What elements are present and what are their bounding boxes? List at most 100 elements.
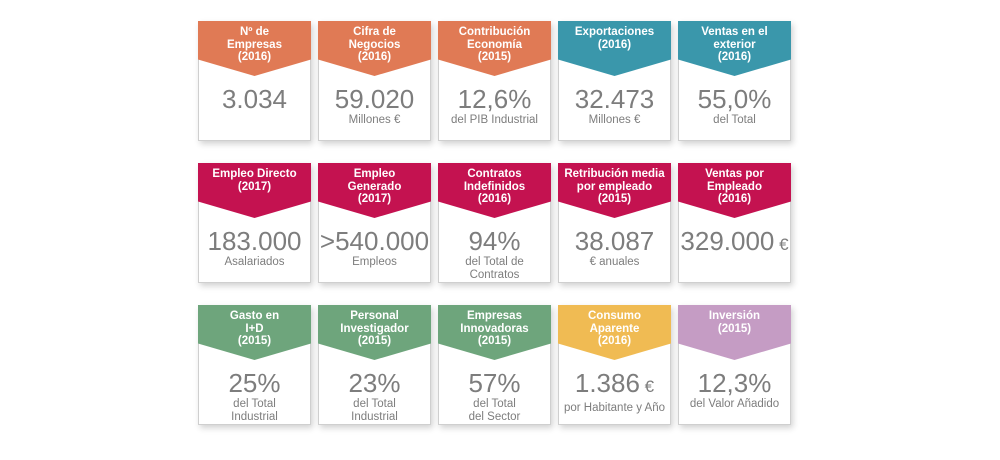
stat-body: 12,6% del PIB Industrial [439,84,550,127]
stat-card: Cifra de Negocios (2016) 59.020 Millones € [318,21,431,141]
stat-value-line: 32.473 [575,84,655,114]
stat-subtitle: Asalariados [224,256,285,268]
stat-card: Gasto en I+D (2015) 25% del Total Industri… [198,305,311,425]
stat-card: Empleo Generado (2017) >540.000 Empleos [318,163,431,283]
stat-value-line: 57% [468,368,520,398]
stat-body: 23% del Total Industrial [319,368,430,424]
stat-subtitle: por Habitante y Año [563,402,665,414]
stat-subtitle: del Total Industrial [351,398,398,423]
stat-value-line: 12,3% [698,368,772,398]
stat-unit: € [774,235,789,254]
stat-value: 1.386 [574,368,640,398]
stat-subtitle: del Valor Añadido [689,398,780,410]
stat-ribbon: Consumo Aparente (2016) [558,305,671,360]
stat-subtitle: del Total de Contratos [465,256,524,281]
stat-title: Empleo Generado (2017) [347,168,402,205]
stat-value-line: 38.087 [575,226,655,256]
stat-value: 3.034 [221,84,288,114]
stat-value-line: 94% [468,226,520,256]
stat-ribbon: Empresas Innovadoras (2015) [438,305,551,360]
stat-value: 25% [228,368,281,398]
stat-body: 32.473 Millones € [559,84,670,127]
stat-title: Empleo Directo (2017) [212,168,297,193]
stat-title: Empresas Innovadoras (2015) [460,310,529,347]
stat-value: 329.000 [680,226,775,256]
stats-grid: Nº de Empresas (2016) 3.034 Cifra de Negoc… [198,21,791,425]
stat-subtitle: del Total del Sector [468,398,521,423]
stat-value: 32.473 [574,84,655,114]
stat-title: Gasto en I+D (2015) [229,310,280,347]
stat-value: 55,0% [697,84,772,114]
stat-ribbon: Retribución media por empleado (2015) [558,163,671,218]
stat-ribbon: Contratos Indefinidos (2016) [438,163,551,218]
stat-value-line: 55,0% [698,84,772,114]
stat-value-line: 329.000 € [680,226,788,260]
stat-body: 38.087 € anuales [559,226,670,269]
stat-ribbon: Personal Investigador (2015) [318,305,431,360]
stat-card: Exportaciones (2016) 32.473 Millones € [558,21,671,141]
stat-body: 94% del Total de Contratos [439,226,550,282]
stat-card: Retribución media por empleado (2015) 38.… [558,163,671,283]
stat-value: 94% [468,226,521,256]
stat-body: 57% del Total del Sector [439,368,550,424]
stat-body: 12,3% del Valor Añadido [679,368,790,411]
stat-body: 1.386 € por Habitante y Año [559,368,670,415]
stat-card: Inversión (2015) 12,3% del Valor Añadido [678,305,791,425]
stat-value-line: 23% [348,368,400,398]
stat-value: 57% [468,368,521,398]
stat-subtitle: Millones € [348,114,401,126]
stat-subtitle: del Total [713,114,756,126]
stat-title: Retribución media por empleado (2015) [564,168,665,205]
stat-title: Ventas por Empleado (2016) [705,168,764,205]
stat-title: Contribución Economía (2015) [458,26,531,63]
stat-unit: € [639,377,655,396]
stat-value: 59.020 [334,84,415,114]
stat-card: Contribución Economía (2015) 12,6% del PIB… [438,21,551,141]
stat-subtitle: del PIB Industrial [451,114,538,126]
stat-ribbon: Nº de Empresas (2016) [198,21,311,76]
stat-subtitle: € anuales [589,256,640,268]
stat-value: 12,6% [457,84,532,114]
stat-card: Empresas Innovadoras (2015) 57% del Total … [438,305,551,425]
stat-value-line: 12,6% [458,84,532,114]
stat-value-line: >540.000 [320,226,429,256]
stat-value: >540.000 [319,226,430,256]
stat-title: Exportaciones (2016) [574,26,655,51]
stat-card: Empleo Directo (2017) 183.000 Asalariados [198,163,311,283]
stat-title: Personal Investigador (2015) [340,310,409,347]
stat-subtitle: Empleos [352,256,397,268]
stat-ribbon: Gasto en I+D (2015) [198,305,311,360]
stat-value-line: 3.034 [222,84,287,114]
stat-subtitle: del Total Industrial [231,398,278,423]
stat-title: Inversión (2015) [708,310,761,335]
stat-value: 183.000 [207,226,302,256]
stat-body: 25% del Total Industrial [199,368,310,424]
stat-body: 329.000 € [679,226,790,260]
stat-value: 23% [348,368,401,398]
stat-value-line: 59.020 [335,84,415,114]
stat-title: Ventas en el exterior (2016) [701,26,768,63]
stat-card: Nº de Empresas (2016) 3.034 [198,21,311,141]
stat-ribbon: Cifra de Negocios (2016) [318,21,431,76]
stat-card: Personal Investigador (2015) 23% del Total… [318,305,431,425]
stat-value-line: 183.000 [208,226,302,256]
stat-ribbon: Ventas por Empleado (2016) [678,163,791,218]
stat-card: Ventas en el exterior (2016) 55,0% del Tot… [678,21,791,141]
stat-value-line: 25% [228,368,280,398]
stat-title: Contratos Indefinidos (2016) [463,168,526,205]
stat-body: 3.034 [199,84,310,114]
stat-ribbon: Ventas en el exterior (2016) [678,21,791,76]
stat-value-line: 1.386 € [575,368,654,402]
stat-body: 183.000 Asalariados [199,226,310,269]
stat-subtitle: Millones € [588,114,641,126]
stat-title: Nº de Empresas (2016) [227,26,282,63]
stat-value: 12,3% [697,368,772,398]
stat-title: Cifra de Negocios (2016) [348,26,401,63]
stat-body: 55,0% del Total [679,84,790,127]
stat-body: >540.000 Empleos [319,226,430,269]
stat-ribbon: Empleo Generado (2017) [318,163,431,218]
stat-card: Consumo Aparente (2016) 1.386 € por Habita… [558,305,671,425]
stat-title: Consumo Aparente (2016) [587,310,642,347]
stat-card: Contratos Indefinidos (2016) 94% del Total… [438,163,551,283]
stat-body: 59.020 Millones € [319,84,430,127]
